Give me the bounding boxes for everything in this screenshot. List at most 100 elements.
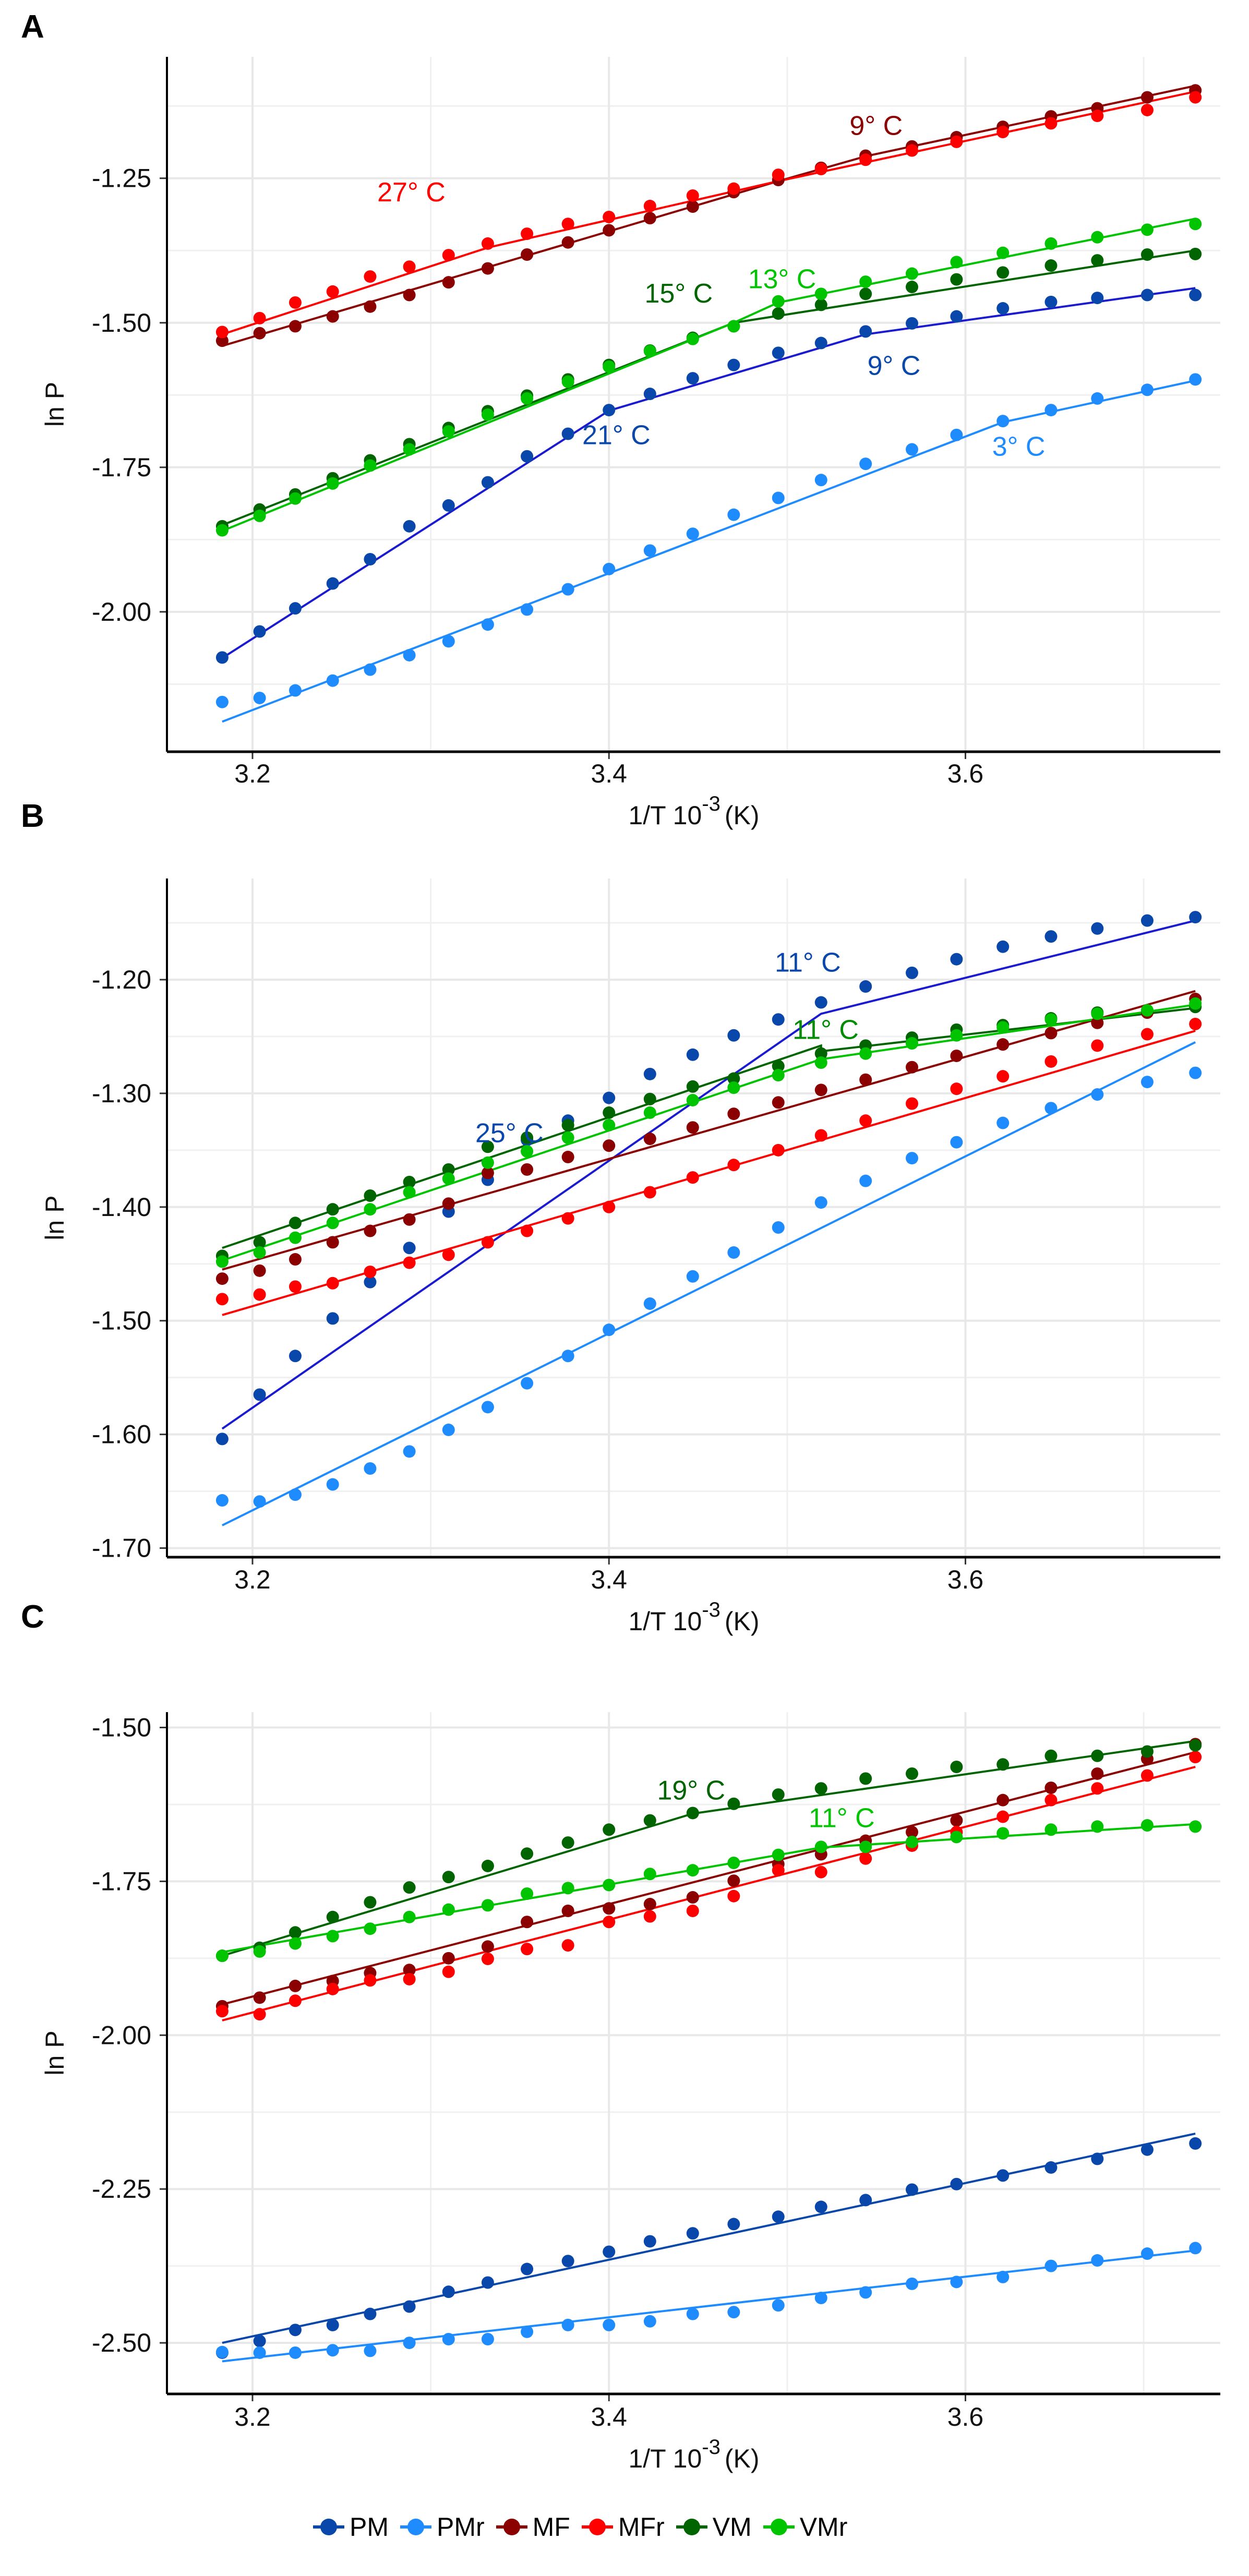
point-vmr [1044, 1013, 1058, 1026]
point-vmr [950, 1029, 963, 1042]
legend-marker-icon [496, 2517, 527, 2537]
point-mf [814, 1084, 827, 1097]
point-vm [950, 273, 963, 286]
point-pmr [521, 2325, 534, 2338]
point-vmr [643, 1868, 656, 1881]
point-vm [996, 1758, 1010, 1771]
y-tick-label: -1.25 [92, 164, 151, 193]
point-mf [686, 200, 699, 213]
point-pmr [727, 2306, 740, 2319]
x-tick-label: 3.4 [591, 1565, 627, 1594]
point-vm [772, 307, 785, 320]
point-pm [442, 499, 455, 512]
point-mf [905, 1826, 918, 1839]
x-tick-label: 3.6 [947, 759, 984, 788]
point-vm [521, 1847, 534, 1860]
annotation-label: 19° C [657, 1776, 725, 1806]
fit-line-mf [222, 1751, 1196, 2006]
point-pm [289, 602, 302, 615]
point-vmr [950, 1831, 963, 1844]
fit-line-mf [222, 990, 1196, 1271]
y-tick-label: -1.75 [92, 1867, 151, 1896]
point-mfr [521, 1224, 534, 1237]
point-vmr [289, 1937, 302, 1950]
annotation-label: 15° C [645, 279, 713, 309]
point-vmr [481, 1156, 494, 1169]
point-mfr [442, 249, 455, 262]
point-pmr [326, 2344, 339, 2357]
point-mfr [727, 182, 740, 195]
point-vmr [1140, 1004, 1154, 1017]
fit-line-vmr [222, 218, 1196, 532]
point-mfr [253, 311, 266, 324]
point-pmr [1044, 404, 1058, 417]
point-mf [727, 1108, 740, 1121]
point-vm [603, 1823, 616, 1836]
point-vmr [1091, 231, 1104, 244]
point-mfr [364, 1974, 377, 1987]
point-pmr [521, 603, 534, 616]
point-vm [814, 1047, 827, 1060]
point-mfr [643, 199, 656, 212]
point-vmr [950, 256, 963, 269]
point-vmr [253, 1246, 266, 1259]
point-vmr [403, 1186, 416, 1199]
point-vmr [215, 1255, 229, 1268]
y-tick-label: -2.00 [92, 2020, 151, 2050]
point-pmr [603, 562, 616, 575]
point-vmr [364, 1922, 377, 1935]
point-vm [289, 1926, 302, 1939]
y-tick-label: -1.60 [92, 1420, 151, 1449]
point-vm [521, 1131, 534, 1144]
point-vmr [364, 1203, 377, 1216]
point-pmr [996, 1116, 1010, 1129]
y-tick-label: -1.50 [92, 308, 151, 338]
point-pm [859, 2194, 872, 2207]
point-pm [905, 317, 918, 330]
point-mfr [859, 1114, 872, 1127]
point-pm [364, 552, 377, 565]
point-vmr [859, 1047, 872, 1060]
point-pmr [727, 1246, 740, 1259]
point-vm [1044, 1749, 1058, 1762]
point-mf [403, 288, 416, 302]
y-tick-label: -2.50 [92, 2328, 151, 2357]
point-mf [950, 1814, 963, 1827]
point-mf [561, 236, 574, 249]
point-mfr [686, 1905, 699, 1918]
legend-marker-icon [581, 2517, 613, 2537]
point-pm [253, 2334, 266, 2348]
annotation-label: 11° C [809, 1803, 875, 1834]
point-mfr [859, 1852, 872, 1865]
point-pmr [772, 1221, 785, 1234]
point-mfr [1044, 1793, 1058, 1807]
point-pmr [253, 2346, 266, 2359]
point-pm [215, 651, 229, 664]
point-pm [364, 2307, 377, 2320]
x-axis-label-main: 1/T 10 [628, 1607, 702, 1636]
point-pmr [686, 1270, 699, 1283]
point-vm [950, 1760, 963, 1773]
point-mf [643, 212, 656, 225]
legend-item-vm: VM [676, 2512, 752, 2542]
point-vmr [289, 1231, 302, 1244]
point-mf [905, 1061, 918, 1074]
point-vmr [561, 1131, 574, 1144]
point-vmr [521, 1145, 534, 1158]
x-tick-label: 3.6 [947, 2402, 984, 2431]
point-vmr [1044, 237, 1058, 250]
point-mfr [521, 227, 534, 240]
point-mf [253, 327, 266, 340]
legend-label: PMr [437, 2512, 485, 2542]
point-mfr [905, 144, 918, 157]
point-pmr [253, 691, 266, 704]
x-axis-label-unit: (K) [725, 2444, 760, 2473]
x-tick-label: 3.2 [234, 2402, 271, 2431]
point-pm [364, 1275, 377, 1289]
point-pm [996, 940, 1010, 953]
point-mfr [481, 237, 494, 250]
point-vmr [289, 492, 302, 505]
point-mfr [326, 285, 339, 298]
legend-label: VMr [799, 2512, 848, 2542]
point-pmr [1091, 2254, 1104, 2267]
